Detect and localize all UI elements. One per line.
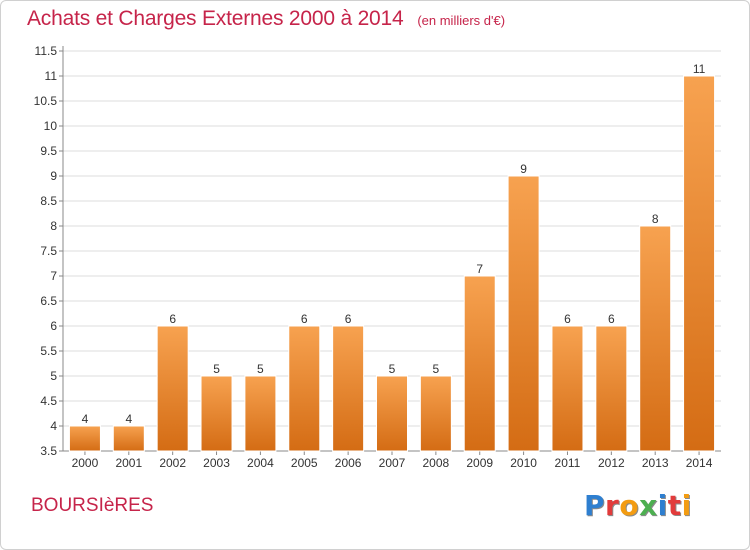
x-tick-label: 2008 [423,456,450,470]
y-tick-label: 6.5 [40,294,57,308]
x-tick-label: 2001 [115,456,142,470]
x-tick-label: 2011 [555,456,581,470]
x-tick-label: 2004 [247,456,274,470]
bars [68,75,716,452]
bar-value-label: 5 [433,362,440,376]
bar-value-label: 6 [564,312,571,326]
y-tick-label: 6 [50,319,57,333]
chart-title-block: Achats et Charges Externes 2000 à 2014 (… [27,7,505,31]
bar-value-label: 6 [608,312,615,326]
bar [200,375,233,452]
y-tick-label: 4 [50,419,57,433]
x-tick-label: 2003 [203,456,230,470]
y-tick-label: 7.5 [40,244,57,258]
bar-value-label: 6 [345,312,352,326]
bar-value-label: 6 [169,312,176,326]
logo-letter: t [667,489,682,522]
x-tick-label: 2013 [642,456,669,470]
bar [244,375,277,452]
bar [332,325,365,452]
y-tick-label: 5.5 [40,344,57,358]
x-tick-label: 2010 [510,456,537,470]
x-tick-label: 2000 [72,456,99,470]
y-tick-label: 4.5 [40,394,57,408]
logo-letter: x [639,489,658,522]
bar [463,275,496,452]
bar [595,325,628,452]
y-tick-label: 3.5 [40,444,57,458]
bar [112,425,145,452]
bar [156,325,189,452]
bar-value-label: 5 [257,362,264,376]
place-name: BOURSIèRES [31,495,154,516]
bar-value-label: 11 [693,62,706,76]
logo-letter: i [657,489,668,522]
x-tick-label: 2007 [379,456,406,470]
logo-letter: o [619,489,640,522]
y-tick-label: 10.5 [34,94,58,108]
logo-letter: r [605,489,620,522]
x-tick-label: 2006 [335,456,362,470]
bar [639,225,672,452]
bar [376,375,408,452]
y-tick-label: 5 [50,369,57,383]
bar-value-label: 9 [520,162,527,176]
y-tick-label: 11 [45,69,58,83]
x-tick-label: 2005 [291,456,318,470]
bar-value-label: 4 [82,412,89,426]
bar-value-label: 5 [213,362,220,376]
y-tick-label: 7 [50,269,57,283]
bar [68,425,101,452]
y-tick-label: 8.5 [40,194,57,208]
bar [288,325,321,452]
bar-value-label: 8 [652,212,659,226]
bar [551,325,584,452]
logo-letter: P [584,489,606,522]
x-tick-label: 2002 [159,456,186,470]
proxiti-logo: Proxiti [584,489,692,522]
x-tick-label: 2014 [686,456,713,470]
y-tick-label: 11.5 [35,44,58,58]
y-tick-label: 9.5 [40,144,57,158]
y-tick-label: 10 [44,119,58,133]
chart-title: Achats et Charges Externes 2000 à 2014 [27,7,404,30]
bar-value-label: 5 [389,362,396,376]
x-tick-label: 2012 [598,456,625,470]
bar-value-label: 7 [476,262,483,276]
logo-letter: i [681,489,692,522]
bar [507,175,540,452]
bar-value-label: 6 [301,312,308,326]
bar [419,375,452,452]
y-tick-label: 9 [50,169,57,183]
bar-value-label: 4 [125,412,132,426]
labels: 3.5 4 4.5 5 5.5 6 6.5 7 7.5 8 8.5 9 9.5 10 10.5 11 11.5 4… [34,44,713,470]
bar [683,75,716,452]
chart-unit: (en milliers d'€) [417,13,506,28]
x-tick-label: 2009 [466,456,493,470]
y-tick-label: 8 [50,219,57,233]
